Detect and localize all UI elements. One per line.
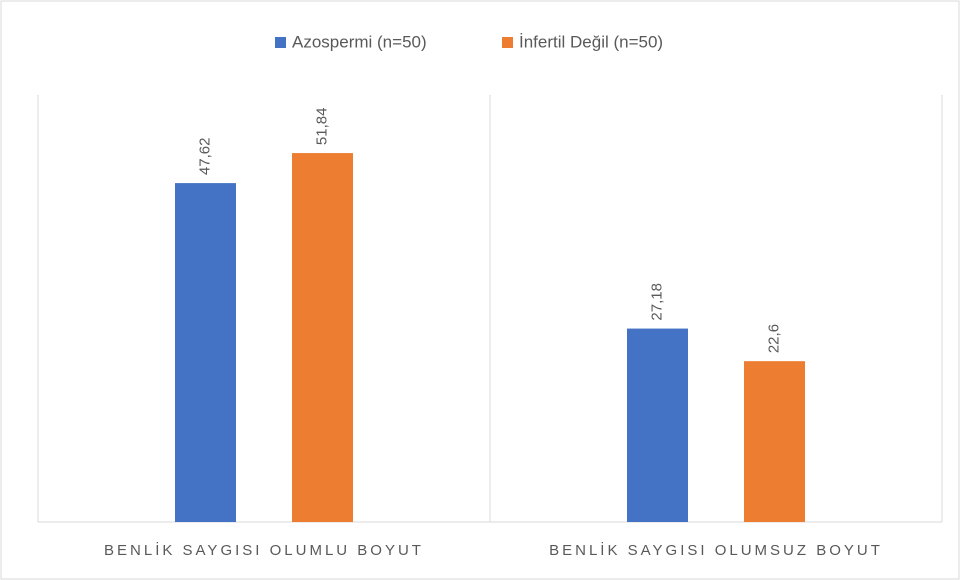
- legend-swatch: [502, 37, 513, 48]
- x-tick-label: BENLİK SAYGISI OLUMLU BOYUT: [104, 541, 424, 559]
- bar: [627, 328, 688, 522]
- bar: [175, 183, 236, 522]
- legend-swatch: [275, 37, 286, 48]
- legend-label: Azospermi (n=50): [292, 32, 427, 51]
- bar: [292, 153, 353, 522]
- legend-label: İnfertil Değil (n=50): [519, 32, 663, 51]
- x-tick-label: BENLİK SAYGISI OLUMSUZ BOYUT: [549, 541, 883, 559]
- bar: [744, 361, 805, 522]
- data-label: 22,6: [765, 324, 782, 353]
- data-label: 51,84: [313, 108, 330, 146]
- data-label: 47,62: [196, 138, 213, 176]
- data-label: 27,18: [648, 283, 665, 321]
